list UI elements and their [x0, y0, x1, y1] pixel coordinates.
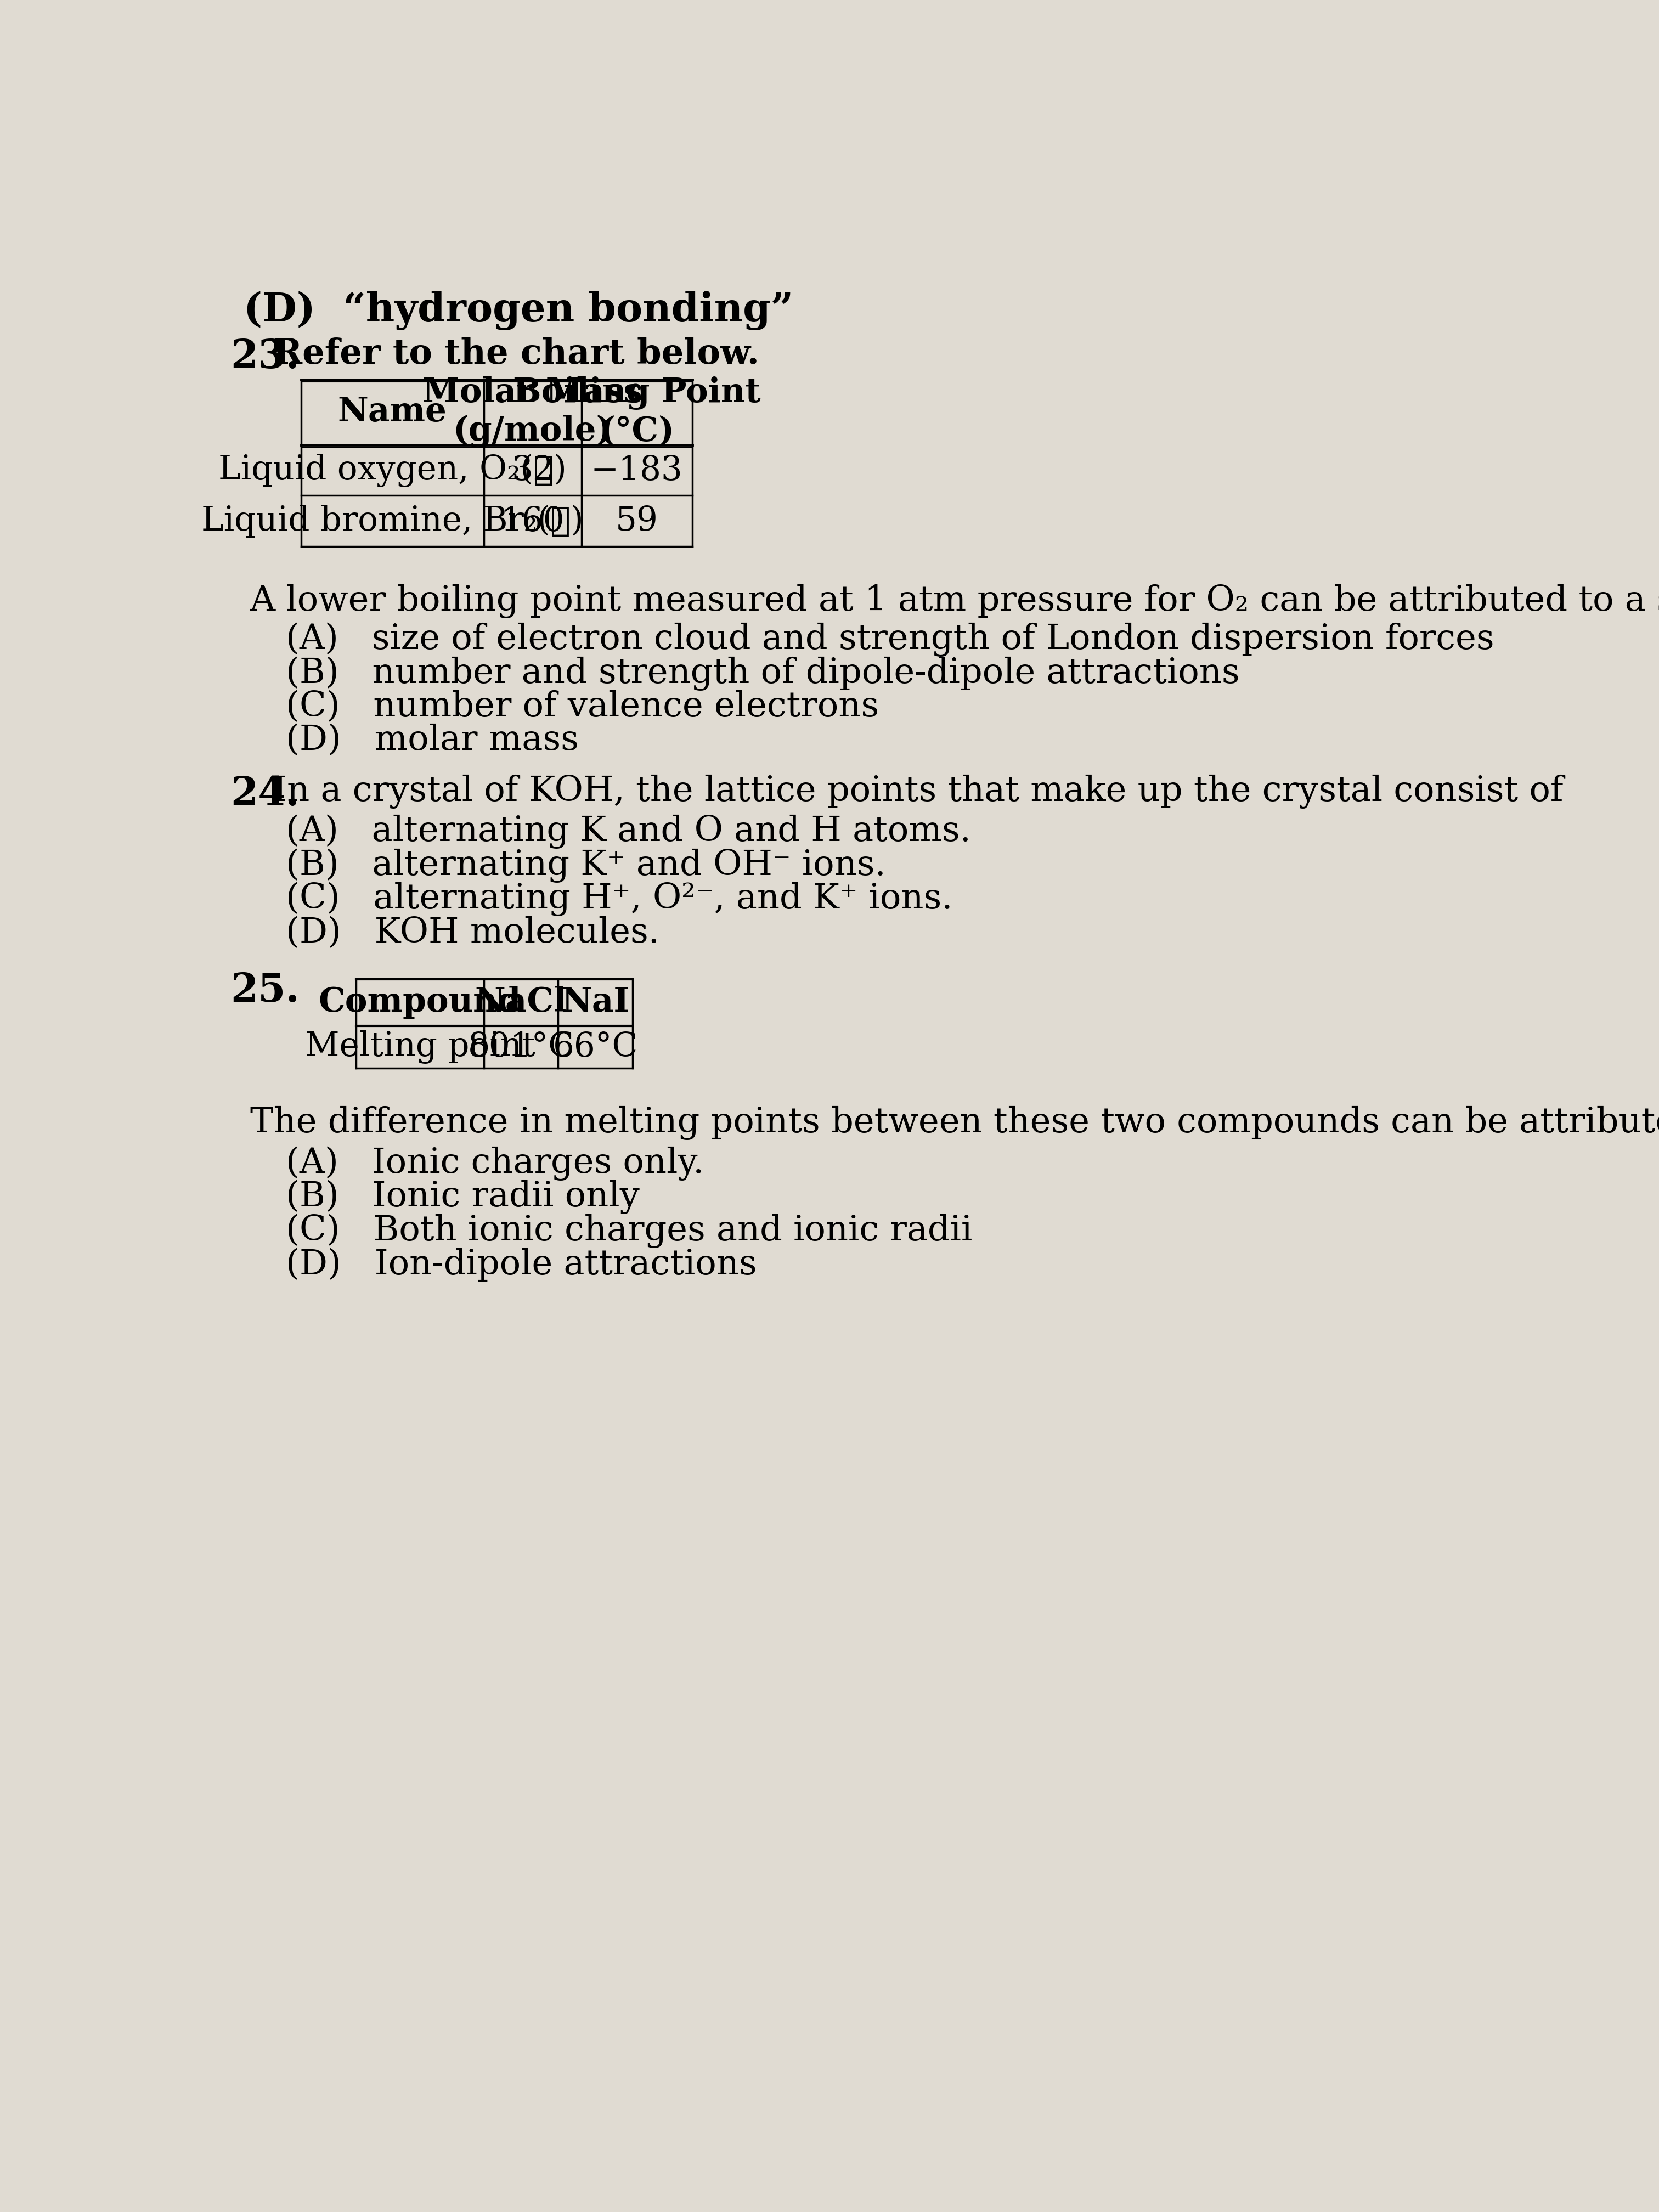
- Text: NaI: NaI: [561, 987, 629, 1020]
- Text: 66°C: 66°C: [552, 1031, 639, 1064]
- Text: 32: 32: [511, 453, 554, 487]
- Text: (B)   number and strength of dipole-dipole attractions: (B) number and strength of dipole-dipole…: [285, 657, 1239, 690]
- Text: (C)   Both ionic charges and ionic radii: (C) Both ionic charges and ionic radii: [285, 1214, 972, 1248]
- Text: −183: −183: [591, 453, 684, 487]
- Text: In a crystal of KOH, the lattice points that make up the crystal consist of: In a crystal of KOH, the lattice points …: [274, 774, 1563, 810]
- Text: 24.: 24.: [231, 774, 300, 814]
- Text: Name: Name: [338, 396, 446, 429]
- Text: (B)   alternating K⁺ and OH⁻ ions.: (B) alternating K⁺ and OH⁻ ions.: [285, 849, 886, 883]
- Text: Liquid bromine, Br₂(ℓ): Liquid bromine, Br₂(ℓ): [201, 504, 584, 538]
- Text: Compound: Compound: [319, 987, 521, 1020]
- Text: Boiling Point
(°C): Boiling Point (°C): [513, 376, 761, 449]
- Text: Molar Mass
(g/mole): Molar Mass (g/mole): [423, 376, 642, 449]
- Text: (C)   alternating H⁺, O²⁻, and K⁺ ions.: (C) alternating H⁺, O²⁻, and K⁺ ions.: [285, 883, 952, 916]
- Text: (B)   Ionic radii only: (B) Ionic radii only: [285, 1179, 640, 1214]
- Text: (A)   size of electron cloud and strength of London dispersion forces: (A) size of electron cloud and strength …: [285, 622, 1495, 657]
- Text: (D)  “hydrogen bonding”: (D) “hydrogen bonding”: [244, 290, 793, 330]
- Text: (D)   KOH molecules.: (D) KOH molecules.: [285, 916, 660, 949]
- Text: 160: 160: [501, 504, 564, 538]
- Text: 59: 59: [615, 504, 659, 538]
- Text: (A)   Ionic charges only.: (A) Ionic charges only.: [285, 1146, 705, 1181]
- Text: (C)   number of valence electrons: (C) number of valence electrons: [285, 690, 879, 723]
- Text: 23.: 23.: [231, 336, 300, 376]
- Text: Refer to the chart below.: Refer to the chart below.: [274, 336, 760, 372]
- Text: (D)   Ion-dipole attractions: (D) Ion-dipole attractions: [285, 1248, 757, 1281]
- Text: A lower boiling point measured at 1 atm pressure for O₂ can be attributed to a s: A lower boiling point measured at 1 atm …: [251, 584, 1659, 619]
- Text: Liquid oxygen, O₂(ℓ): Liquid oxygen, O₂(ℓ): [219, 453, 566, 487]
- Text: (A)   alternating K and O and H atoms.: (A) alternating K and O and H atoms.: [285, 814, 971, 849]
- Text: NaCl: NaCl: [474, 987, 567, 1020]
- Text: 25.: 25.: [231, 971, 300, 1011]
- Text: (D)   molar mass: (D) molar mass: [285, 723, 579, 757]
- Text: Melting point: Melting point: [305, 1031, 536, 1064]
- Text: 801°C: 801°C: [468, 1031, 574, 1064]
- Text: The difference in melting points between these two compounds can be attributed t: The difference in melting points between…: [251, 1106, 1659, 1139]
